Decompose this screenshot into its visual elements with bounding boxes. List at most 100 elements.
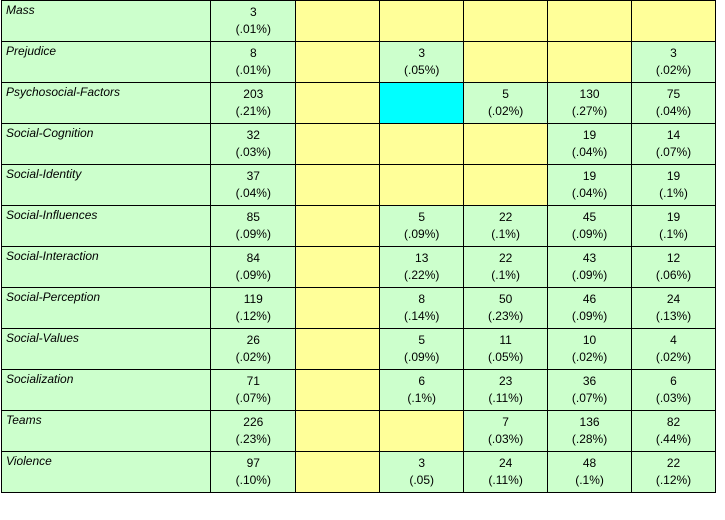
- cell-count: 19: [666, 169, 681, 183]
- cell-count: 84: [246, 251, 260, 265]
- data-cell: 23 (.11%): [463, 369, 549, 411]
- data-cell: 22 (.12%): [631, 451, 716, 493]
- table-row: Prejudice 8 (.01%) 3 (.05%) 3 (.02%): [0, 41, 716, 83]
- data-cell: 26 (.02%): [210, 328, 297, 370]
- data-cell: 24 (.13%): [631, 287, 716, 329]
- cell-count: 82: [666, 415, 681, 429]
- data-cell: 3 (.05): [379, 451, 465, 493]
- cell-percent: (.1%): [659, 186, 688, 200]
- cell-percent: (.07%): [655, 145, 692, 159]
- empty-cell: [463, 164, 549, 206]
- data-cell: 136 (.28%): [547, 410, 632, 452]
- cell-count: 119: [243, 292, 263, 306]
- row-label: Prejudice: [0, 41, 212, 83]
- cell-percent: (.14%): [404, 309, 440, 323]
- cell-percent: (.1%): [491, 227, 520, 241]
- cell-percent: (.04%): [235, 186, 271, 200]
- empty-cell: [379, 164, 465, 206]
- cell-count: 13: [415, 251, 429, 265]
- empty-cell: [463, 41, 549, 83]
- data-cell: 6 (.03%): [631, 369, 716, 411]
- data-cell: 19 (.04%): [547, 164, 632, 206]
- cell-percent: (.1%): [407, 391, 437, 405]
- cell-count: 6: [670, 374, 677, 388]
- cell-percent: (.02%): [655, 63, 692, 77]
- cell-percent: (.02%): [571, 350, 608, 364]
- cell-count: 203: [243, 87, 264, 101]
- empty-cell: [295, 246, 381, 288]
- data-cell: 11 (.05%): [463, 328, 549, 370]
- cell-percent: (.05%): [404, 63, 440, 77]
- cell-count: 85: [246, 210, 260, 224]
- data-cell: 22 (.1%): [463, 205, 549, 247]
- empty-cell: [295, 328, 381, 370]
- empty-cell: [295, 82, 381, 124]
- cell-count: 11: [499, 333, 512, 347]
- data-cell: 4 (.02%): [631, 328, 716, 370]
- data-cell: 19 (.1%): [631, 164, 716, 206]
- cell-percent: (.09%): [235, 227, 271, 241]
- cell-count: 136: [579, 415, 600, 429]
- cell-count: 19: [666, 210, 681, 224]
- cell-count: 43: [582, 251, 597, 265]
- empty-cell: [379, 123, 465, 165]
- cell-count: 19: [582, 128, 597, 142]
- cell-count: 75: [666, 87, 681, 101]
- data-cell: 203 (.21%): [210, 82, 297, 124]
- row-label: Social-Perception: [0, 287, 212, 329]
- cell-count: 10: [582, 333, 597, 347]
- data-cell: 43 (.09%): [547, 246, 632, 288]
- cell-percent: (.13%): [655, 309, 692, 323]
- cell-percent: (.05%): [487, 350, 524, 364]
- cell-count: 3: [670, 46, 677, 60]
- cell-count: 50: [498, 292, 513, 306]
- table-row: Violence 97 (.10%) 3 (.05) 24 (.11%) 48 (.1%) 22 (…: [0, 451, 716, 493]
- data-cell: 97 (.10%): [210, 451, 297, 493]
- cell-percent: (.06%): [655, 268, 692, 282]
- row-label: Psychosocial-Factors: [0, 82, 212, 124]
- cell-percent: (.09%): [571, 227, 608, 241]
- table-row: Social-Influences 85 (.09%) 5 (.09%) 22 (.1%) 4…: [0, 205, 716, 247]
- table-row: Social-Identity 37 (.04%) 19 (.04%) 19 (.1%): [0, 164, 716, 206]
- data-cell: 24 (.11%): [463, 451, 549, 493]
- data-cell: 119 (.12%): [210, 287, 297, 329]
- empty-cell: [295, 0, 381, 42]
- empty-cell: [547, 0, 632, 42]
- table-row: Social-Values 26 (.02%) 5 (.09%) 11 (.05%) 10 (.…: [0, 328, 716, 370]
- data-cell: 5 (.09%): [379, 328, 465, 370]
- cell-count: 45: [582, 210, 597, 224]
- table-row: Mass 3 (.01%): [0, 0, 716, 42]
- cell-percent: (.21%): [235, 104, 271, 118]
- cell-percent: (.09%): [235, 268, 271, 282]
- cell-count: 26: [246, 333, 260, 347]
- empty-cell: [547, 41, 632, 83]
- cell-count: 36: [582, 374, 597, 388]
- data-cell: 37 (.04%): [210, 164, 297, 206]
- data-cell: 84 (.09%): [210, 246, 297, 288]
- cell-count: 71: [246, 374, 260, 388]
- cell-percent: (.09%): [404, 350, 440, 364]
- empty-cell: [295, 41, 381, 83]
- row-label: Teams: [0, 410, 212, 452]
- data-cell: 13 (.22%): [379, 246, 465, 288]
- empty-cell: [463, 123, 549, 165]
- cell-percent: (.44%): [655, 432, 692, 446]
- cell-percent: (.04%): [655, 104, 692, 118]
- data-cell: 48 (.1%): [547, 451, 632, 493]
- cell-percent: (.04%): [571, 186, 608, 200]
- empty-cell: [295, 287, 381, 329]
- data-cell: 3 (.05%): [379, 41, 465, 83]
- cell-count: 48: [582, 456, 597, 470]
- data-cell: 14 (.07%): [631, 123, 716, 165]
- data-cell: 3 (.01%): [210, 0, 297, 42]
- data-cell: 10 (.02%): [547, 328, 632, 370]
- cell-percent: (.03%): [655, 391, 692, 405]
- cell-count: 7: [502, 415, 509, 429]
- table-row: Socialization 71 (.07%) 6 (.1%) 23 (.11%) 36 (.0…: [0, 369, 716, 411]
- cell-percent: (.09%): [571, 309, 608, 323]
- data-cell: 19 (.04%): [547, 123, 632, 165]
- data-cell: 32 (.03%): [210, 123, 297, 165]
- empty-cell: [295, 164, 381, 206]
- cell-count: 22: [498, 210, 513, 224]
- cell-count: 3: [418, 456, 426, 470]
